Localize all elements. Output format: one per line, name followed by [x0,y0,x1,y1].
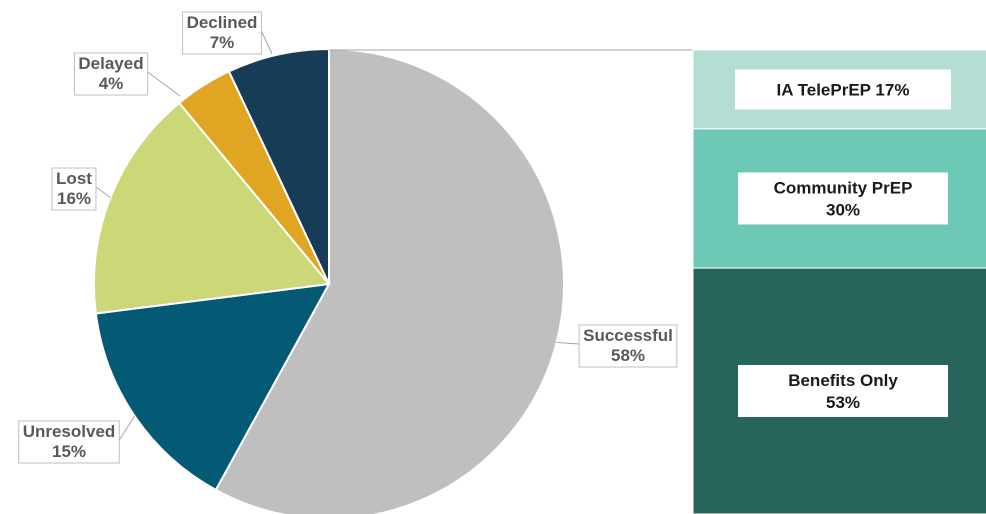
bar-segment-community-prep: Community PrEP 30% [692,128,986,269]
pie-label-box [51,167,97,211]
bar-label-text: IA TelePrEP 17% [777,80,910,99]
stacked-bar: IA TelePrEP 17% Community PrEP 30% Benefits… [692,49,986,514]
pie-label-value: 16% [57,189,91,208]
pie-label-name: Unresolved [23,422,116,441]
bar-label-text: 53% [826,393,860,412]
pie-label-name: Successful [583,326,673,345]
pie-label-name: Declined [187,13,258,32]
pie-label-box [578,324,678,368]
bar-label-box [738,172,948,225]
pie-slice-declined [227,47,330,285]
pie-label-name: Lost [56,169,92,188]
leader-line [118,415,136,441]
bar-label-text: 30% [826,200,860,219]
pie-label-box [18,420,120,464]
pie-label-box [182,11,262,55]
pie-slice-unresolved [94,282,331,492]
pie-slice-lost [93,101,331,315]
pie-label-value: 15% [52,442,86,461]
pie-chart [93,47,565,514]
bar-label-box [738,365,948,418]
pie-label-value: 4% [99,74,124,93]
bar-segment-ia-teleprep: IA TelePrEP 17% [692,49,986,130]
bar-segment-benefits-only: Benefits Only 53% [692,267,986,514]
bar-label-box [735,69,951,110]
leader-line [260,30,273,55]
leader-line [147,71,181,97]
leader-line [95,186,111,198]
bar-label-text: Community PrEP [774,178,913,197]
pie-leader-lines [95,30,580,441]
bar-label-text: Benefits Only [788,371,898,390]
pie-label-value: 58% [611,346,645,365]
leader-line [556,341,580,345]
pie-label-name: Delayed [78,54,143,73]
pie-label-value: 7% [210,33,235,52]
pie-label-box [73,52,149,96]
